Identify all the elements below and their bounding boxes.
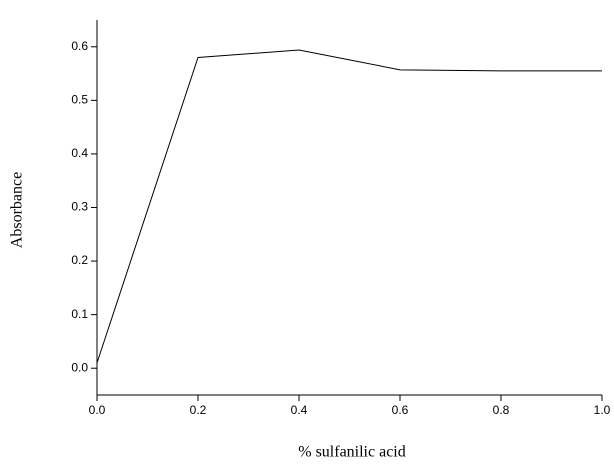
x-axis-title: % sulfanilic acid [298,444,406,461]
x-tick-label: 0.4 [291,403,308,417]
x-tick-label: 0.0 [89,403,106,417]
background [0,0,614,466]
chart: % sulfanilic acid Absorbance 0.0 0.1 0.2 0.… [0,0,614,466]
y-tick-label: 0.4 [71,146,88,160]
y-tick-label: 0.2 [71,253,88,267]
y-tick-label: 0.0 [71,360,88,374]
x-tick-label: 0.8 [493,403,510,417]
y-tick-label: 0.1 [71,307,88,321]
y-axis-title: Absorbance [9,172,26,248]
y-tick-label: 0.3 [71,200,88,214]
y-tick-label: 0.5 [71,93,88,107]
y-tick-label: 0.6 [71,39,88,53]
x-tick-label: 1.0 [594,403,611,417]
x-tick-label: 0.6 [392,403,409,417]
x-tick-label: 0.2 [190,403,207,417]
